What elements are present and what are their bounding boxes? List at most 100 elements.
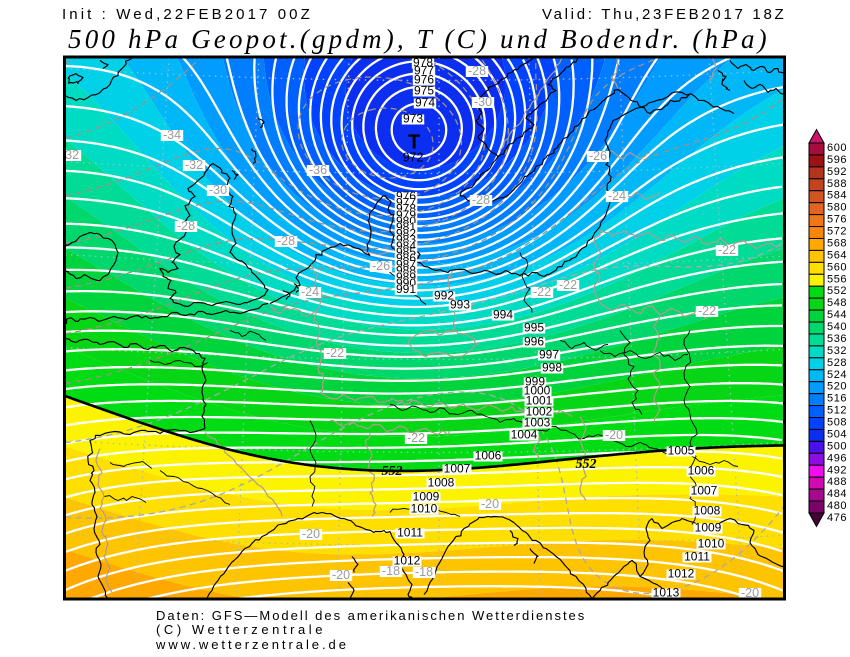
svg-text:1008: 1008 (694, 504, 721, 518)
svg-text:1012: 1012 (394, 554, 421, 568)
svg-text:488: 488 (827, 476, 847, 488)
svg-text:596: 596 (827, 154, 847, 166)
svg-text:976: 976 (414, 73, 434, 87)
svg-text:-28: -28 (468, 64, 486, 78)
svg-text:-20: -20 (741, 586, 759, 600)
svg-text:1011: 1011 (684, 550, 710, 564)
svg-text:1000: 1000 (524, 384, 551, 398)
svg-text:-22: -22 (326, 346, 344, 360)
svg-text:998: 998 (542, 361, 562, 375)
svg-text:1002: 1002 (526, 405, 553, 419)
svg-text:-20: -20 (332, 568, 350, 582)
svg-text:1003: 1003 (524, 416, 551, 430)
svg-text:-22: -22 (718, 243, 736, 257)
svg-text:-26: -26 (372, 259, 390, 273)
svg-text:1007: 1007 (691, 484, 718, 498)
svg-text:974: 974 (415, 96, 435, 110)
svg-text:-34: -34 (163, 128, 181, 142)
svg-text:992: 992 (434, 289, 454, 303)
svg-text:-24: -24 (301, 285, 319, 299)
svg-text:994: 994 (493, 308, 513, 322)
svg-text:-30: -30 (209, 183, 227, 197)
svg-text:996: 996 (524, 335, 544, 349)
svg-text:-20: -20 (481, 497, 499, 511)
svg-text:588: 588 (827, 178, 847, 190)
svg-text:476: 476 (827, 512, 847, 524)
svg-text:556: 556 (827, 273, 847, 285)
svg-text:1009: 1009 (413, 490, 440, 504)
svg-text:532: 532 (827, 345, 847, 357)
svg-text:-30: -30 (474, 95, 492, 109)
svg-text:520: 520 (827, 381, 847, 393)
svg-text:991: 991 (396, 282, 416, 296)
svg-text:(C) Wetterzentrale: (C) Wetterzentrale (156, 622, 326, 637)
svg-text:-18: -18 (415, 565, 433, 579)
svg-text:975: 975 (414, 84, 434, 98)
svg-text:492: 492 (827, 464, 847, 476)
svg-text:1009: 1009 (695, 521, 722, 535)
svg-text:600: 600 (827, 142, 847, 154)
svg-text:-22: -22 (698, 304, 716, 318)
svg-text:500 hPa Geopot.(gpdm), T (C) u: 500 hPa Geopot.(gpdm), T (C) und Bodendr… (68, 24, 770, 54)
svg-text:568: 568 (827, 238, 847, 250)
svg-text:580: 580 (827, 202, 847, 214)
svg-text:572: 572 (827, 226, 847, 238)
svg-text:508: 508 (827, 417, 847, 429)
svg-text:999: 999 (525, 375, 545, 389)
svg-text:1013: 1013 (653, 586, 680, 600)
svg-text:516: 516 (827, 393, 847, 405)
svg-text:-18: -18 (382, 564, 400, 578)
svg-text:-26: -26 (589, 149, 607, 163)
svg-text:-20: -20 (605, 428, 623, 442)
svg-text:-28: -28 (472, 193, 490, 207)
svg-text:995: 995 (524, 321, 544, 335)
svg-text:496: 496 (827, 452, 847, 464)
svg-text:973: 973 (403, 112, 423, 126)
svg-text:-28: -28 (177, 219, 195, 233)
svg-text:1011: 1011 (397, 526, 423, 540)
svg-text:977: 977 (414, 64, 434, 78)
svg-text:504: 504 (827, 429, 847, 441)
svg-text:524: 524 (827, 369, 847, 381)
svg-text:1004: 1004 (511, 428, 538, 442)
svg-text:www.wetterzentrale.de: www.wetterzentrale.de (155, 637, 349, 652)
svg-text:1006: 1006 (475, 449, 502, 463)
svg-text:544: 544 (827, 309, 847, 321)
svg-text:576: 576 (827, 214, 847, 226)
svg-text:-20: -20 (302, 527, 320, 541)
svg-text:-28: -28 (277, 234, 295, 248)
svg-text:1001: 1001 (526, 394, 553, 408)
svg-text:1012: 1012 (668, 567, 695, 581)
svg-text:-22: -22 (533, 285, 551, 299)
svg-text:-22: -22 (407, 431, 425, 445)
svg-text:512: 512 (827, 405, 847, 417)
svg-text:592: 592 (827, 166, 847, 178)
svg-text:972: 972 (403, 151, 424, 165)
svg-text:978: 978 (413, 56, 433, 70)
svg-text:528: 528 (827, 357, 847, 369)
svg-text:1010: 1010 (411, 502, 438, 516)
svg-text:480: 480 (827, 500, 847, 512)
svg-text:536: 536 (827, 333, 847, 345)
svg-text:993: 993 (450, 298, 470, 312)
svg-text:540: 540 (827, 321, 847, 333)
svg-text:560: 560 (827, 261, 847, 273)
svg-text:T: T (408, 132, 420, 154)
svg-text:484: 484 (827, 488, 847, 500)
svg-text:-22: -22 (559, 278, 577, 292)
svg-text:500: 500 (827, 440, 847, 452)
svg-text:552: 552 (827, 285, 847, 297)
svg-text:584: 584 (827, 190, 847, 202)
svg-text:997: 997 (539, 348, 559, 362)
svg-text:-24: -24 (608, 189, 626, 203)
svg-text:552: 552 (576, 457, 597, 472)
svg-text:Valid: Thu,23FEB2017 18Z: Valid: Thu,23FEB2017 18Z (542, 6, 786, 23)
svg-text:1006: 1006 (688, 464, 715, 478)
svg-text:1007: 1007 (444, 462, 471, 476)
svg-text:548: 548 (827, 297, 847, 309)
svg-text:1005: 1005 (668, 444, 695, 458)
svg-text:-32: -32 (61, 148, 79, 162)
svg-text:-36: -36 (309, 163, 327, 177)
svg-text:-32: -32 (185, 158, 203, 172)
svg-text:1010: 1010 (698, 537, 725, 551)
